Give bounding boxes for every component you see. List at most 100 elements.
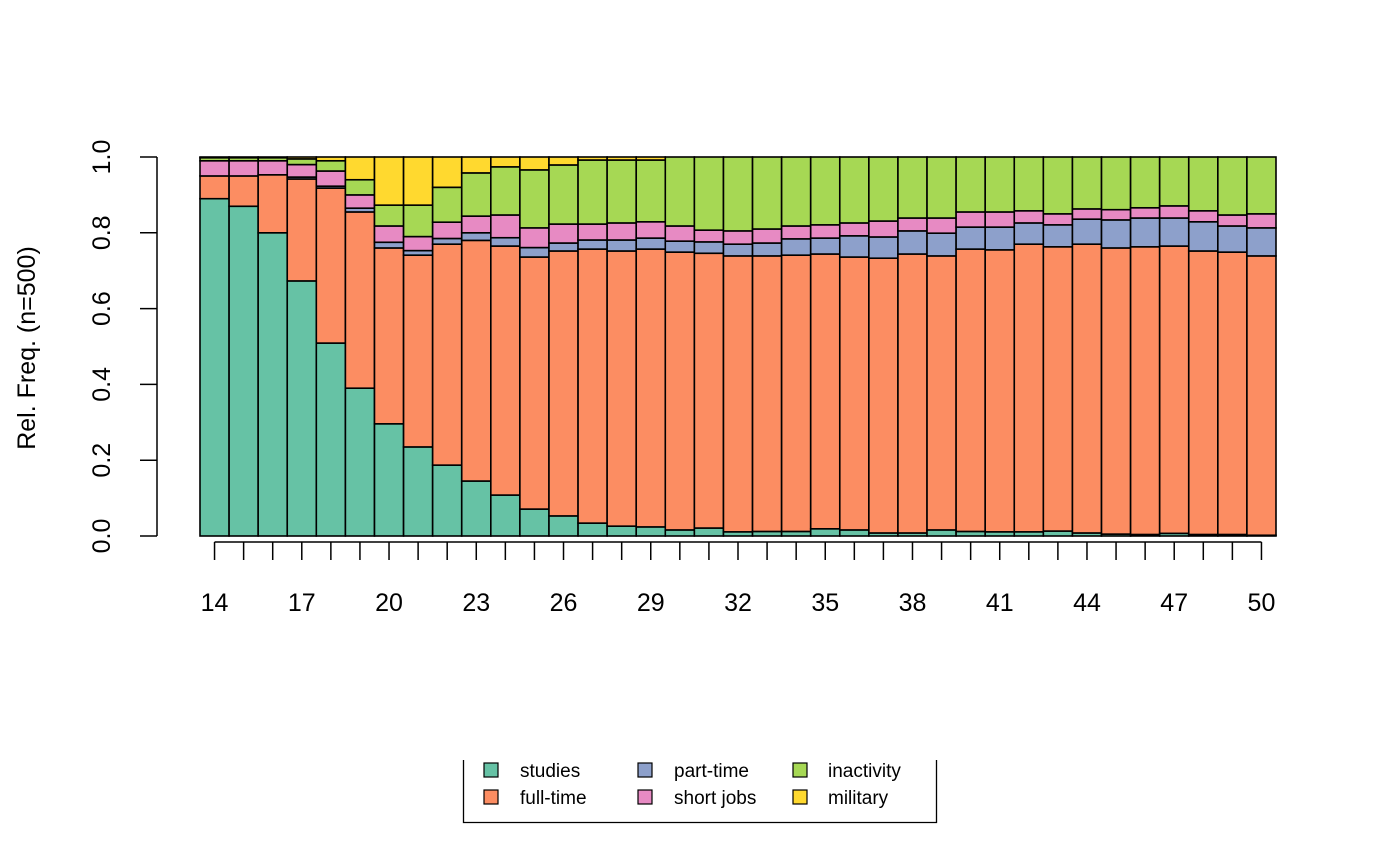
bar-segment-inactivity-24 (490, 166, 521, 216)
bar-segment-inactivity-25 (519, 169, 550, 229)
bar-segment-short-jobs-30 (664, 225, 696, 242)
bar-segment-full-time-28 (606, 250, 638, 527)
x-tick-label: 14 (201, 589, 229, 617)
legend-label: short jobs (674, 788, 756, 809)
bar-segment-part-time-28 (606, 239, 638, 252)
bar-segment-part-time-32 (722, 243, 754, 257)
y-tick-label: 0.6 (88, 291, 116, 326)
bar-segment-short-jobs-37 (868, 220, 899, 238)
bar-segment-inactivity-26 (548, 164, 579, 225)
bar-segment-part-time-48 (1187, 221, 1219, 252)
bar-segment-short-jobs-29 (635, 221, 667, 239)
bar-segment-studies-20 (373, 423, 405, 537)
y-tick-label: 0.2 (88, 443, 116, 478)
bar-segment-short-jobs-35 (809, 224, 841, 239)
x-tick-label: 50 (1248, 589, 1276, 617)
bar-segment-part-time-30 (664, 240, 696, 253)
bar-segment-short-jobs-38 (897, 217, 928, 232)
bar-segment-short-jobs-36 (838, 222, 870, 237)
bar-segment-part-time-24 (490, 236, 521, 247)
bar-segment-military-18 (315, 156, 347, 162)
bar-segment-full-time-49 (1217, 251, 1248, 536)
bar-segment-part-time-41 (984, 226, 1016, 251)
bar-segment-full-time-48 (1187, 250, 1219, 536)
bar-segment-part-time-26 (548, 242, 579, 252)
bar-segment-inactivity-47 (1158, 156, 1190, 207)
bar-segment-part-time-40 (955, 226, 986, 250)
legend-label: studies (520, 761, 580, 782)
bar-segment-part-time-45 (1100, 219, 1132, 249)
y-axis-label: Rel. Freq. (n=500) (13, 246, 41, 450)
bar-segment-short-jobs-50 (1246, 213, 1277, 229)
bar-segment-studies-28 (606, 525, 638, 537)
bar-segment-inactivity-33 (751, 156, 783, 230)
legend-label: part-time (674, 761, 749, 782)
bar-segment-short-jobs-19 (344, 194, 376, 209)
bar-segment-part-time-49 (1217, 225, 1248, 253)
legend-swatch (792, 789, 808, 805)
bar-segment-inactivity-28 (606, 159, 638, 224)
bar-segment-short-jobs-42 (1013, 210, 1045, 224)
bar-segment-full-time-38 (897, 253, 928, 534)
x-tick-label: 17 (288, 589, 316, 617)
bar-segment-studies-23 (460, 480, 492, 537)
bar-segment-part-time-50 (1246, 227, 1277, 257)
bar-segment-short-jobs-44 (1071, 208, 1103, 220)
bar-segment-part-time-42 (1013, 222, 1045, 245)
x-tick-label: 41 (986, 589, 1014, 617)
bar-segment-full-time-17 (286, 178, 318, 282)
legend-label: full-time (520, 788, 587, 809)
legend: studies full-time part-time short jobs inact… (462, 760, 938, 824)
bar-segment-short-jobs-48 (1187, 210, 1219, 223)
bar-segment-short-jobs-17 (286, 163, 318, 178)
bar-segment-military-28 (606, 156, 638, 161)
bar-segment-military-26 (548, 156, 579, 166)
bar-segment-inactivity-48 (1187, 156, 1219, 212)
y-tick-label: 0.4 (88, 367, 116, 402)
bar-segment-part-time-38 (897, 230, 928, 255)
x-tick-label: 32 (724, 589, 752, 617)
x-tick-label: 44 (1073, 589, 1101, 617)
bar-segment-military-17 (286, 156, 318, 160)
y-tick-label: 1.0 (88, 140, 116, 175)
bar-segment-part-time-43 (1042, 224, 1074, 248)
bar-segment-inactivity-50 (1246, 156, 1277, 215)
bar-segment-inactivity-35 (809, 156, 841, 226)
y-axis: 0.0 0.2 0.4 0.6 0.8 1.0 (88, 140, 158, 553)
bar-segment-full-time-34 (780, 254, 812, 533)
bar-segment-part-time-20 (373, 241, 405, 249)
bar-segment-inactivity-30 (664, 156, 696, 227)
bar-segment-short-jobs-22 (431, 221, 463, 240)
bar-segment-short-jobs-47 (1158, 205, 1190, 219)
bar-segment-short-jobs-43 (1042, 213, 1074, 226)
bar-segment-studies-16 (257, 232, 289, 537)
x-tick-label: 29 (637, 589, 665, 617)
bar-segment-inactivity-44 (1071, 156, 1103, 210)
bar-segment-inactivity-43 (1042, 156, 1074, 215)
bar-segment-short-jobs-25 (519, 227, 550, 249)
bar-segment-full-time-41 (984, 249, 1016, 533)
bar-segment-inactivity-32 (722, 156, 754, 232)
bar-segment-inactivity-49 (1217, 156, 1248, 216)
bar-segment-inactivity-19 (344, 178, 376, 196)
bar-segment-military-24 (490, 156, 521, 168)
bar-segment-full-time-47 (1158, 245, 1190, 535)
bar-segment-studies-29 (635, 526, 667, 537)
bar-segment-part-time-22 (431, 237, 463, 245)
bar-segment-military-16 (257, 156, 289, 159)
bar-segment-part-time-35 (809, 237, 841, 255)
bar-segment-short-jobs-15 (228, 159, 259, 177)
bar-segment-military-29 (635, 156, 667, 161)
bar-segment-part-time-31 (693, 241, 725, 255)
bar-segment-studies-19 (344, 387, 376, 537)
x-tick-label: 47 (1160, 589, 1188, 617)
bar-segment-inactivity-38 (897, 156, 928, 219)
x-axis: 14 17 20 23 26 29 32 35 38 41 44 47 50 (201, 541, 1276, 617)
bar-segment-inactivity-18 (315, 159, 347, 172)
bar-segment-short-jobs-23 (460, 215, 492, 234)
bar-segment-studies-15 (228, 205, 259, 537)
bar-segment-full-time-27 (577, 248, 608, 524)
bar-segment-part-time-47 (1158, 217, 1190, 247)
bar-segment-inactivity-34 (780, 156, 812, 227)
